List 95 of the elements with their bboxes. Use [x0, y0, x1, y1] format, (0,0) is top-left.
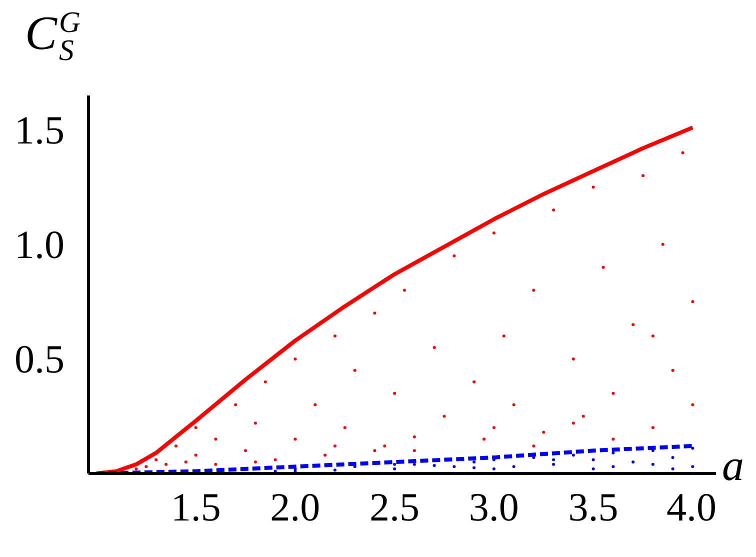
point — [254, 422, 257, 425]
point — [184, 460, 188, 464]
point — [393, 392, 396, 395]
point — [194, 454, 198, 457]
x-tick-label: 1.5 — [170, 484, 221, 530]
point — [472, 460, 476, 464]
point — [412, 462, 416, 466]
point — [592, 186, 595, 189]
point — [671, 467, 674, 470]
point — [542, 430, 546, 434]
point — [214, 438, 218, 441]
point — [691, 465, 694, 468]
point — [244, 449, 247, 452]
point — [294, 438, 297, 441]
point — [592, 467, 595, 470]
point — [452, 254, 456, 258]
point — [482, 438, 486, 441]
point — [691, 300, 694, 304]
point — [254, 460, 257, 464]
point — [333, 444, 336, 448]
x-axis-title: a — [722, 440, 744, 492]
line-series — [94, 444, 695, 474]
point — [194, 426, 198, 430]
point — [323, 454, 326, 457]
point — [612, 438, 615, 441]
point — [432, 464, 436, 467]
point — [274, 458, 277, 462]
y-tick-label: 1.0 — [14, 222, 64, 267]
point — [353, 368, 356, 372]
point — [632, 460, 635, 464]
point — [442, 414, 446, 418]
point — [412, 435, 416, 438]
point — [532, 444, 536, 448]
point — [492, 426, 496, 430]
point — [671, 368, 674, 372]
point — [552, 462, 556, 466]
x-tick-label: 3.0 — [468, 484, 519, 530]
point — [214, 462, 218, 466]
point — [691, 446, 694, 450]
point — [333, 334, 336, 338]
point — [641, 174, 644, 178]
point — [492, 231, 496, 234]
point — [472, 380, 476, 384]
point — [472, 466, 476, 470]
point — [144, 465, 148, 468]
point — [164, 462, 168, 466]
point — [651, 426, 654, 430]
point — [314, 403, 317, 406]
point — [651, 334, 654, 338]
point — [612, 392, 615, 395]
y-tick-label: 0.5 — [14, 336, 64, 382]
point — [412, 449, 416, 452]
point — [373, 312, 376, 315]
x-tick-label: 2.0 — [270, 484, 320, 530]
point — [343, 426, 346, 430]
point — [373, 449, 376, 452]
point — [432, 346, 436, 349]
point — [552, 458, 556, 462]
point — [592, 458, 595, 462]
point — [393, 467, 396, 470]
point — [572, 454, 575, 457]
point — [512, 465, 516, 468]
point — [612, 465, 615, 468]
point — [502, 334, 506, 338]
point — [661, 242, 664, 246]
point — [532, 288, 536, 292]
point — [174, 444, 178, 448]
point — [383, 444, 386, 448]
point — [264, 380, 267, 384]
point — [691, 403, 694, 406]
point — [582, 414, 585, 418]
point — [552, 208, 556, 212]
point — [602, 266, 605, 269]
point — [492, 467, 496, 470]
point — [671, 456, 674, 459]
point — [632, 323, 635, 326]
x-tick-label: 2.5 — [370, 484, 420, 530]
point — [572, 357, 575, 360]
point — [402, 288, 406, 292]
point — [612, 451, 615, 454]
point — [512, 403, 516, 406]
line-series — [94, 126, 695, 474]
point — [651, 462, 654, 466]
x-tick-label: 3.5 — [568, 484, 618, 530]
point — [572, 422, 575, 425]
point — [154, 458, 158, 462]
point — [134, 467, 138, 470]
point — [681, 151, 684, 154]
point — [452, 465, 456, 468]
y-tick-label: 1.5 — [14, 107, 64, 152]
x-tick-label: 4.0 — [666, 484, 716, 530]
point — [393, 462, 396, 466]
point — [294, 357, 297, 360]
point — [234, 403, 238, 406]
point — [333, 468, 336, 472]
